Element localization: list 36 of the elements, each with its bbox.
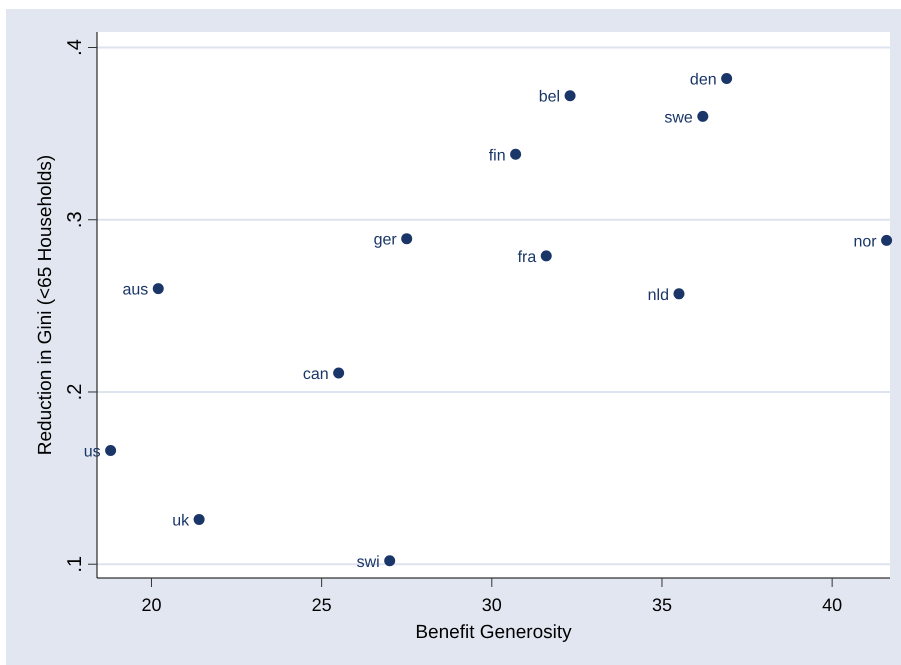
annotation: uk [172,512,190,530]
y-axis-title: Reduction in Gini (<65 Households) [35,154,56,456]
x-tick-label: 25 [312,595,332,615]
point [194,514,205,525]
y-tick-label: .4 [64,39,86,56]
annotation: aus [122,282,148,299]
annotation: swi [356,554,380,571]
annotation: ger [374,232,398,249]
annotation: can [302,366,329,384]
point [401,233,412,244]
y-tick-label: .2 [64,384,86,400]
point [540,250,552,262]
x-tick-label: 40 [822,595,842,615]
point [673,288,684,300]
annotation: nor [853,233,878,250]
x-tick-label: 30 [482,595,502,615]
x-axis-title: Benefit Generosity [415,622,572,643]
point [105,445,116,456]
y-tick-label: .3 [64,211,86,228]
annotation: swe [664,109,693,126]
x-tick-label: 20 [141,595,162,615]
annotation: fra [518,248,536,266]
point [384,555,396,566]
x-tick-label: 35 [652,595,672,615]
point [152,283,164,294]
annotation: bel [538,88,560,106]
annotation: fin [488,147,506,164]
point [564,90,576,102]
annotation: nld [648,286,669,304]
point [510,148,522,160]
point [721,73,732,84]
point [881,234,892,246]
point [333,368,344,379]
y-tick-label: .1 [64,556,86,573]
point [697,110,708,122]
annotation: den [690,72,717,89]
